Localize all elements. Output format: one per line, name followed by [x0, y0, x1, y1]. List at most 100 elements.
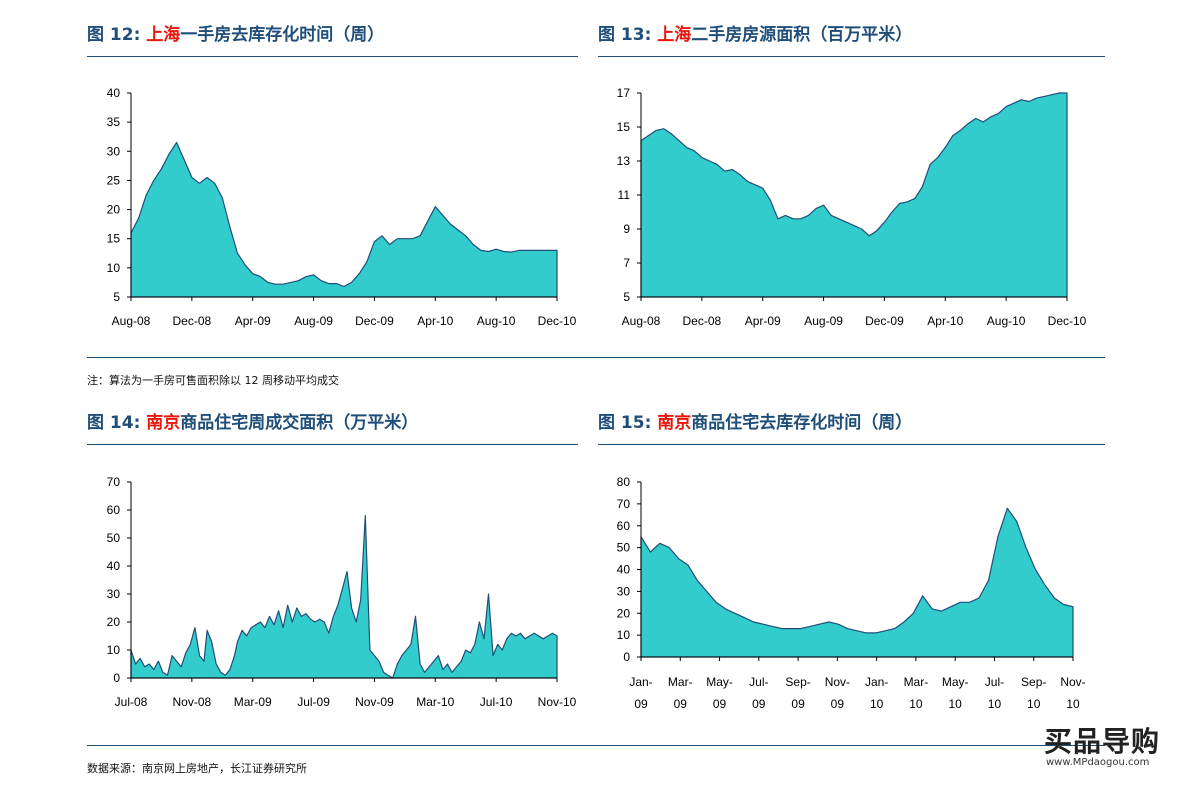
- figure-12-city: 上海: [146, 25, 181, 45]
- chart-3-xtick-label-month: Mar-: [668, 675, 693, 689]
- chart-2-xtick-label: Nov-10: [538, 695, 577, 709]
- chart-1-ytick-label: 9: [623, 222, 630, 236]
- chart-1-xtick-label: Dec-09: [865, 314, 904, 328]
- chart-3-ytick-label: 0: [623, 650, 630, 664]
- chart-2-ytick-label: 70: [107, 475, 121, 489]
- figure-15-title: 图 15: 南京商品住宅去库存化时间（周）: [598, 412, 912, 434]
- chart-3-xtick-label-month: May-: [942, 675, 969, 689]
- chart-2-xtick-label: Mar-10: [416, 695, 454, 709]
- chart-0-ytick-label: 5: [113, 290, 120, 304]
- chart-3-xtick-label-month: Jul-: [985, 675, 1004, 689]
- chart-2-ytick-label: 60: [107, 503, 121, 517]
- chart-0-xtick-label: Dec-09: [355, 314, 394, 328]
- chart-3-xtick-label-year: 09: [831, 697, 845, 711]
- chart-2-xtick-label: Jul-09: [297, 695, 330, 709]
- figure-15-caption: 商品住宅去库存化时间（周）: [691, 413, 913, 433]
- chart-2-xtick-label: Nov-09: [355, 695, 394, 709]
- chart-1-ytick-label: 13: [617, 154, 631, 168]
- method-note: 注：算法为一手房可售面积除以 12 周移动平均成交: [87, 374, 339, 387]
- chart-3-xtick-label-month: Nov-: [825, 675, 850, 689]
- chart-1-xtick-label: Dec-08: [683, 314, 722, 328]
- chart-1-ytick-label: 7: [623, 256, 630, 270]
- chart-0-ytick-label: 10: [107, 261, 121, 275]
- chart-1-ytick-label: 5: [623, 290, 630, 304]
- chart-0-ytick-label: 15: [107, 232, 121, 246]
- figure-13-caption: 二手房房源面积（百万平米）: [691, 25, 913, 45]
- chart-1-xtick-label: Dec-10: [1048, 314, 1087, 328]
- chart-3-xtick-label-month: Mar-: [904, 675, 929, 689]
- top-bottom-rule: [87, 357, 1105, 358]
- chart-3-xtick-label-year: 10: [988, 697, 1002, 711]
- figure-13-city: 上海: [657, 25, 692, 45]
- chart-0-ytick-label: 30: [107, 144, 121, 158]
- chart-0-xtick-label: Aug-09: [294, 314, 333, 328]
- chart-2-xtick-label: Jul-10: [480, 695, 513, 709]
- chart-0-xtick-label: Dec-08: [173, 314, 212, 328]
- chart-3-xtick-label-month: May-: [706, 675, 733, 689]
- chart-3-xtick-label-month: Sep-: [1021, 675, 1046, 689]
- chart-2-ytick-label: 40: [107, 559, 121, 573]
- chart-0-ytick-label: 20: [107, 203, 121, 217]
- figure-13-title: 图 13: 上海二手房房源面积（百万平米）: [598, 24, 912, 46]
- chart-0-xtick-label: Aug-10: [477, 314, 516, 328]
- chart-3-ytick-label: 70: [617, 497, 631, 511]
- bottom-rule: [87, 745, 1105, 746]
- chart-1-xtick-label: Aug-08: [622, 314, 661, 328]
- figure-14-prefix: 图 14:: [87, 413, 141, 433]
- figure-13-prefix: 图 13:: [598, 25, 652, 45]
- chart-2-ytick-label: 30: [107, 587, 121, 601]
- chart-3-xtick-label-year: 09: [791, 697, 805, 711]
- watermark-logo-text: 买品导购: [1044, 725, 1161, 758]
- chart-0-xtick-label: Apr-09: [235, 314, 271, 328]
- chart-3-xtick-label-year: 10: [1027, 697, 1041, 711]
- chart-3-ytick-label: 60: [617, 519, 631, 533]
- chart-3-xtick-label-month: Sep-: [785, 675, 810, 689]
- chart-0-xtick-label: Dec-10: [538, 314, 577, 328]
- chart-3-ytick-label: 30: [617, 584, 631, 598]
- chart-3-area-series: [640, 507, 1074, 658]
- chart-0-ytick-label: 35: [107, 115, 121, 129]
- chart-2-xtick-label: Jul-08: [115, 695, 148, 709]
- chart-3-xtick-label-month: Jul-: [749, 675, 768, 689]
- chart-3-ytick-label: 50: [617, 541, 631, 555]
- watermark-url: www.MPdaogou.com: [1046, 757, 1150, 768]
- figure-12-title: 图 12: 上海一手房去库存化时间（周）: [87, 24, 384, 46]
- chart-3-ytick-label: 80: [617, 475, 631, 489]
- chart-1-ytick-label: 11: [618, 188, 631, 202]
- figure-15-rule: [598, 444, 1105, 445]
- figure-14-caption: 商品住宅周成交面积（万平米）: [180, 413, 419, 433]
- chart-3-xtick-label-month: Nov-: [1060, 675, 1085, 689]
- chart-2-ytick-label: 50: [107, 531, 121, 545]
- chart-1-xtick-label: Aug-09: [804, 314, 843, 328]
- chart-3-xtick-label-year: 10: [870, 697, 884, 711]
- chart-1-ytick-label: 15: [617, 120, 631, 134]
- chart-2-ytick-label: 10: [107, 643, 121, 657]
- chart-1-ytick-label: 17: [617, 86, 631, 100]
- chart-3-ytick-label: 20: [617, 606, 631, 620]
- chart-3-xtick-label-month: Jan-: [629, 675, 652, 689]
- chart-3-xtick-label-year: 10: [949, 697, 963, 711]
- figure-13-rule: [598, 56, 1105, 57]
- chart-1-area-series: [640, 92, 1068, 298]
- chart-3-xtick-label-year: 09: [634, 697, 648, 711]
- chart-2-ytick-label: 0: [113, 671, 120, 685]
- chart-3-xtick-label-year: 10: [1066, 697, 1080, 711]
- chart-2-xtick-label: Mar-09: [234, 695, 272, 709]
- chart-3-xtick-label-year: 09: [674, 697, 688, 711]
- figure-12-rule: [87, 56, 578, 57]
- chart-3-xtick-label-month: Jan-: [865, 675, 888, 689]
- chart-2-xtick-label: Nov-08: [173, 695, 212, 709]
- figure-14-title: 图 14: 南京商品住宅周成交面积（万平米）: [87, 412, 418, 434]
- source-note: 数据来源：南京网上房地产，长江证券研究所: [87, 762, 307, 775]
- chart-0-area-series: [130, 141, 558, 298]
- chart-0-ytick-label: 40: [107, 86, 121, 100]
- figure-12-prefix: 图 12:: [87, 25, 141, 45]
- figure-15-prefix: 图 15:: [598, 413, 652, 433]
- figure-15-city: 南京: [657, 413, 692, 433]
- chart-0-xtick-label: Aug-08: [112, 314, 151, 328]
- chart-3-ytick-label: 40: [617, 563, 631, 577]
- chart-1-xtick-label: Apr-10: [927, 314, 963, 328]
- chart-0-ytick-label: 25: [107, 173, 121, 187]
- figure-12-caption: 一手房去库存化时间（周）: [180, 25, 385, 45]
- figure-14-rule: [87, 444, 578, 445]
